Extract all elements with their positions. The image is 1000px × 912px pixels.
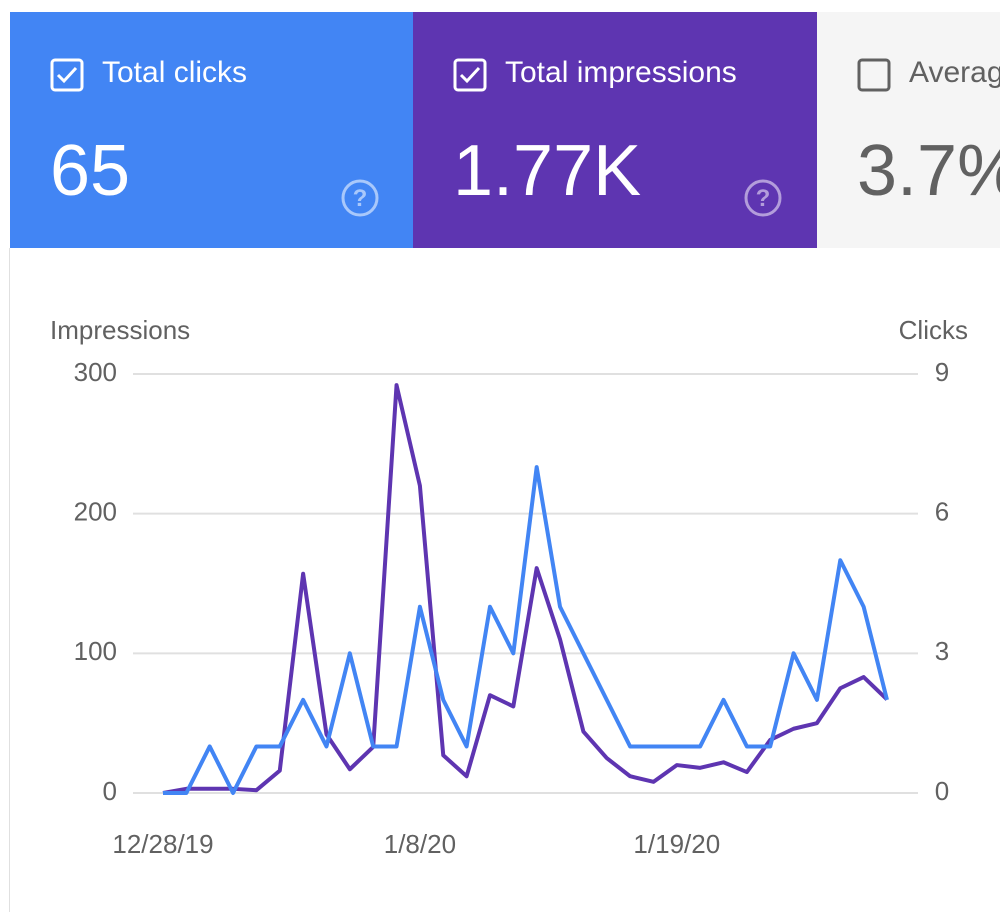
x-tick-label: 1/19/20 [633, 829, 720, 859]
y-tick-label: 0 [103, 776, 117, 806]
svg-text:?: ? [353, 185, 368, 212]
y2-tick-label: 9 [935, 357, 949, 387]
y-tick-label: 100 [74, 636, 117, 666]
y2-axis-title: Clicks [899, 315, 968, 345]
card-value: 3.7% [857, 131, 1000, 211]
x-tick-label: 12/28/19 [112, 829, 213, 859]
help-icon[interactable]: ? [340, 178, 380, 218]
ctr-card[interactable]: Average CTR 3.7% [817, 12, 1000, 248]
y-tick-label: 200 [74, 497, 117, 527]
card-label: Average CTR [909, 56, 1000, 89]
y-tick-label: 300 [74, 357, 117, 387]
card-label: Total clicks [102, 56, 248, 89]
clicks-card[interactable]: Total clicks 65 ? [10, 12, 413, 248]
card-label: Total impressions [505, 56, 737, 89]
card-value: 65 [50, 131, 131, 211]
series-line [162, 383, 889, 795]
x-tick-label: 1/8/20 [384, 829, 456, 859]
y2-tick-label: 3 [935, 636, 949, 666]
y2-tick-label: 6 [935, 497, 949, 527]
checkbox[interactable] [857, 58, 891, 92]
help-icon[interactable]: ? [743, 178, 783, 218]
svg-text:?: ? [756, 185, 771, 212]
y2-tick-label: 0 [935, 776, 949, 806]
chart-panel [9, 248, 1000, 912]
y-axis-title: Impressions [50, 315, 190, 345]
checkbox[interactable] [50, 58, 84, 92]
impressions-card[interactable]: Total impressions 1.77K ? [413, 12, 817, 248]
card-value: 1.77K [453, 131, 642, 211]
series-line [163, 465, 889, 795]
checkbox[interactable] [453, 58, 487, 92]
